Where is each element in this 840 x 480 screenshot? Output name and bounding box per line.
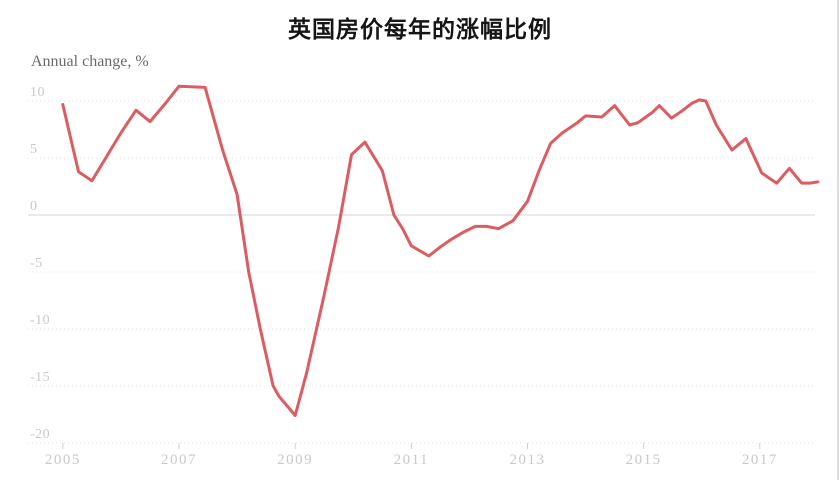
y-tick-label-10: 10 [30,85,45,100]
x-tick-label-2009: 2009 [277,452,313,468]
price-line [61,84,820,417]
y-axis-label: Annual change, % [31,53,149,70]
y-tick-label--15: -15 [30,370,50,385]
y-tick-label-0: 0 [30,199,38,214]
x-tick-label-2007: 2007 [161,452,197,468]
x-tick-label-2011: 2011 [394,452,429,468]
x-tick-label-2017: 2017 [742,452,778,468]
x-tick-label-2013: 2013 [509,452,545,468]
y-tick-label--20: -20 [30,427,50,442]
y-tick-label--10: -10 [30,313,50,328]
y-tick-label-5: 5 [30,142,38,157]
window-right-border [837,0,839,480]
x-tick-label-2015: 2015 [626,452,662,468]
x-tick-label-2005: 2005 [45,452,81,468]
chart-title: 英国房价每年的涨幅比例 [288,17,552,42]
y-tick-label--5: -5 [30,256,43,271]
